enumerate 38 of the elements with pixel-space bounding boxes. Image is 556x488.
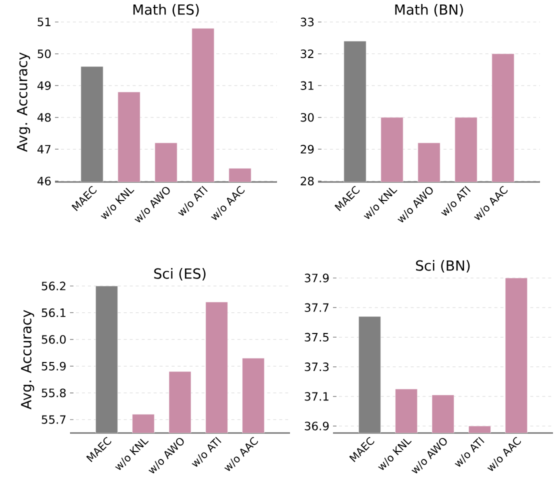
y-tick-label: 56.1: [42, 308, 66, 318]
x-tick-label: w/o KNL: [378, 438, 412, 470]
y-tick-label: 37.1: [304, 392, 328, 401]
y-tick-label: 33: [300, 18, 314, 26]
y-tick-label: 47: [37, 145, 50, 154]
y-tick-label: 37.7: [304, 303, 329, 312]
y-tick-label: 37.3: [304, 362, 329, 372]
x-tick-label: w/o KNL: [115, 438, 149, 470]
chart-title: Math (ES): [133, 4, 199, 16]
y-tick-label: 32: [300, 49, 314, 58]
y-tick-label: 30: [300, 113, 314, 122]
y-tick-label: 56.0: [42, 335, 66, 344]
y-tick-label: 55.7: [42, 415, 66, 424]
y-tick-label: 37.5: [304, 332, 328, 342]
y-tick-label: 56.2: [42, 282, 66, 290]
y-axis-title: Avg. Accuracy: [16, 52, 30, 152]
y-tick-label: 48: [37, 113, 51, 122]
y-tick-label: 36.9: [304, 422, 329, 430]
x-tick-label: w/o KNL: [364, 188, 398, 220]
y-tick-label: 37.9: [304, 274, 329, 282]
x-tick-label: w/o ATI: [454, 436, 484, 467]
y-tick-label: 50: [38, 49, 51, 58]
y-tick-label: 28: [300, 176, 314, 186]
y-axis-title: Avg. Accuracy: [21, 310, 34, 410]
x-tick-label: w/o ATI: [178, 186, 208, 216]
x-tick-label: w/o KNL: [100, 188, 134, 220]
x-tick-label: w/o ATI: [192, 436, 222, 467]
y-tick-label: 29: [300, 144, 314, 154]
y-tick-label: 51: [38, 18, 50, 26]
y-tick-label: 49: [37, 81, 51, 90]
x-tick-label: w/o ATI: [441, 186, 471, 216]
y-tick-label: 46: [37, 176, 51, 186]
y-tick-label: 55.8: [42, 388, 66, 398]
y-tick-label: 55.9: [42, 362, 66, 371]
chart-title: Sci (BN): [416, 260, 470, 272]
chart-title: Sci (ES): [154, 268, 206, 280]
y-tick-label: 31: [300, 81, 314, 90]
chart-title: Math (BN): [395, 4, 463, 16]
